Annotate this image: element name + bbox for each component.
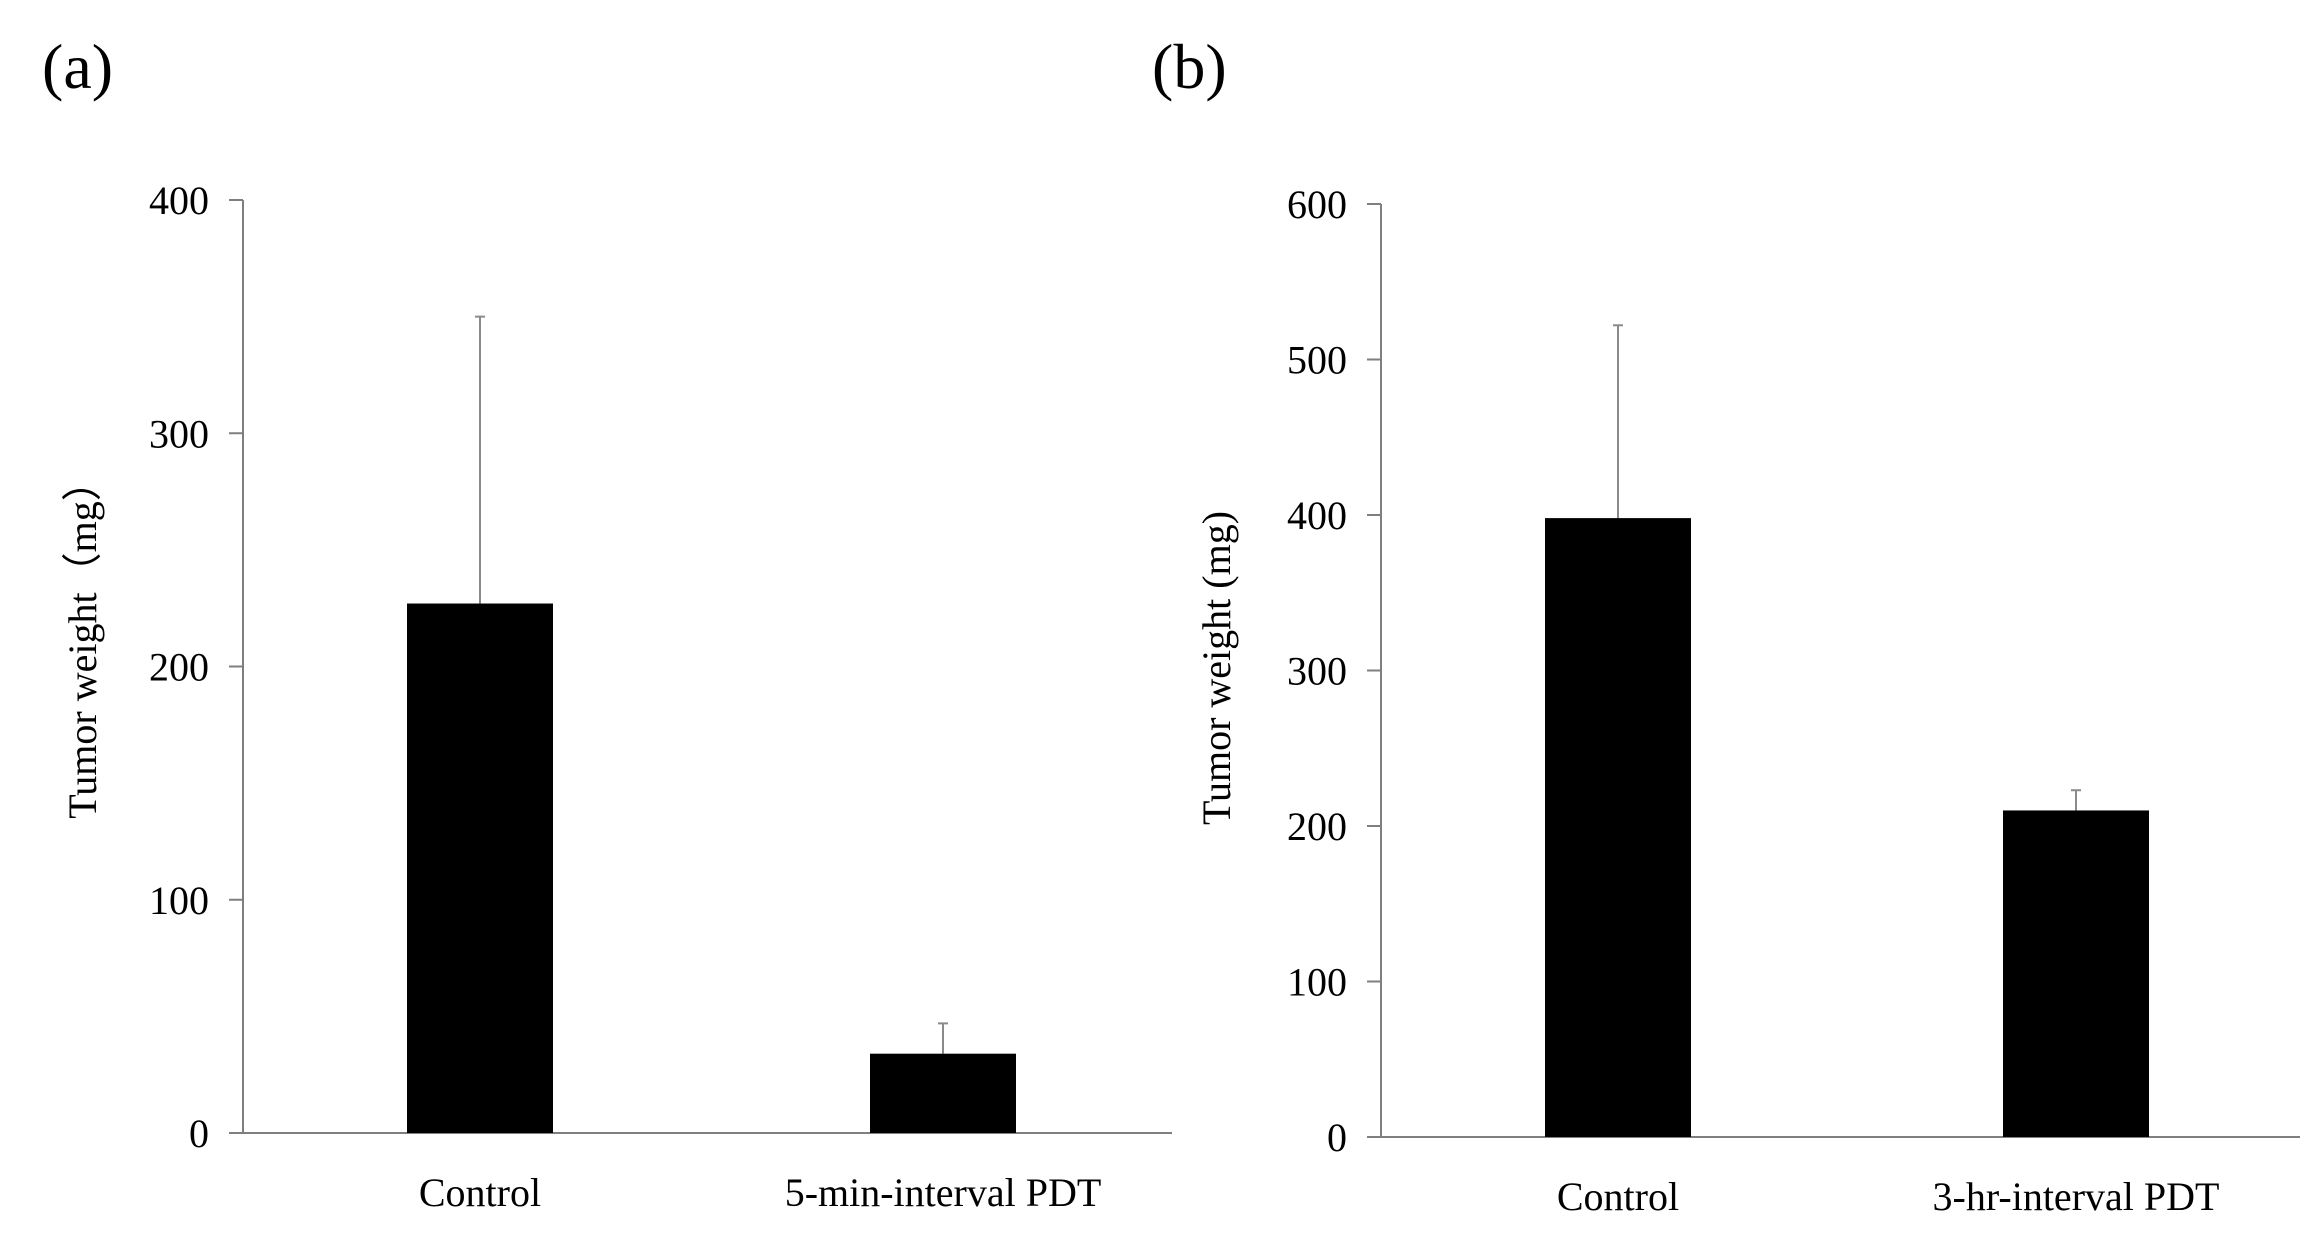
y-tick-label: 600 (1287, 182, 1347, 227)
y-tick-label: 400 (149, 178, 209, 223)
y-ticks-a: 0 100 200 300 400 (149, 178, 243, 1156)
category-labels-a: Control 5-min-interval PDT (419, 1170, 1101, 1215)
bars-b (1545, 518, 2149, 1137)
y-tick-label: 400 (1287, 493, 1347, 538)
y-tick-label: 200 (1287, 804, 1347, 849)
panel-label-a: (a) (42, 31, 113, 102)
bar-3-hr-interval-pdt (2003, 810, 2149, 1137)
y-ticks-b: 0 100 200 300 400 500 600 (1287, 182, 1381, 1160)
error-bars-a (475, 315, 948, 1054)
error-bars-b (1613, 324, 2081, 811)
category-label: 3-hr-interval PDT (1933, 1174, 2220, 1219)
category-label: Control (419, 1170, 541, 1215)
y-tick-label: 0 (1327, 1115, 1347, 1160)
y-tick-label: 200 (149, 645, 209, 690)
y-axis-title-b: Tumor weight (mg) (1194, 511, 1239, 825)
y-tick-label: 100 (149, 878, 209, 923)
y-tick-label: 300 (1287, 649, 1347, 694)
y-tick-label: 500 (1287, 338, 1347, 383)
bar-control (407, 603, 553, 1133)
category-label: 5-min-interval PDT (785, 1170, 1102, 1215)
chart-panel-b: (b) Tumor weight (mg) 0 100 200 300 400 500 60… (1152, 31, 2300, 1219)
y-tick-label: 300 (149, 411, 209, 456)
y-tick-label: 0 (189, 1111, 209, 1156)
panel-label-b: (b) (1152, 31, 1227, 102)
y-tick-label: 100 (1287, 960, 1347, 1005)
bar-5-min-interval-pdt (870, 1053, 1016, 1133)
y-axis-title-a: Tumor weight（mg） (60, 461, 105, 818)
bar-control (1545, 518, 1691, 1137)
chart-panel-a: (a) Tumor weight（mg） 0 100 200 300 400 Contr… (42, 31, 1172, 1215)
bars-a (407, 603, 1016, 1133)
category-label: Control (1557, 1174, 1679, 1219)
category-labels-b: Control 3-hr-interval PDT (1557, 1174, 2220, 1219)
